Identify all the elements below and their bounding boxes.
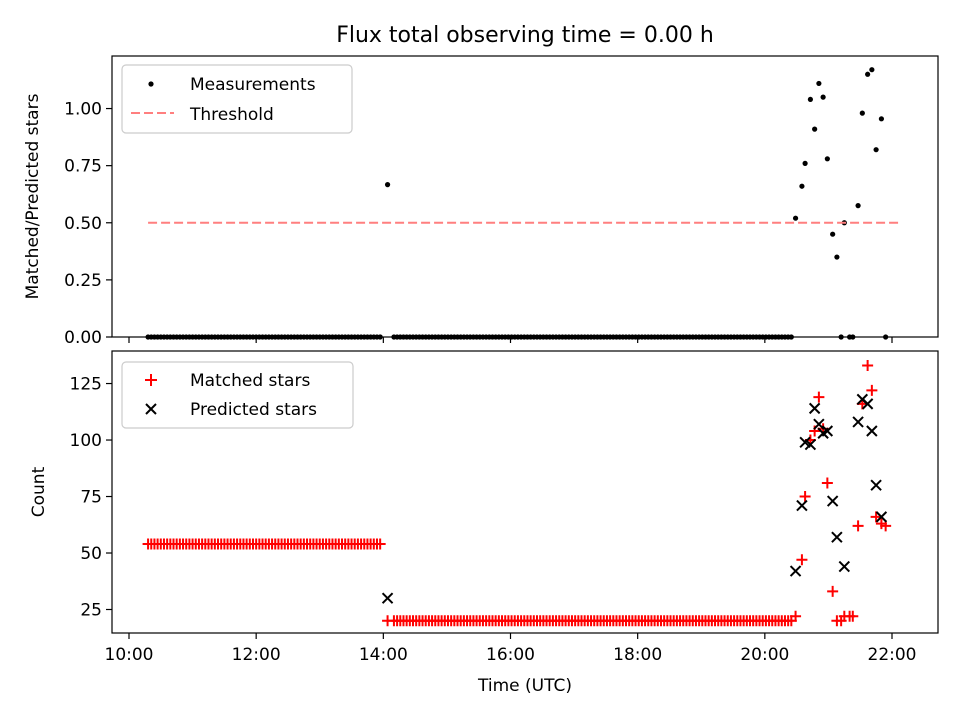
measurements-point — [859, 110, 865, 116]
bottom-x-axis: 10:00 12:00 14:00 16:00 18:00 20:00 22:00 — [105, 633, 917, 665]
predicted-stars-point — [866, 425, 878, 437]
x-tick-label: 22:00 — [868, 645, 917, 665]
bottom-y-axis-label: Count — [29, 466, 49, 517]
measurements-point — [869, 67, 875, 73]
bottom-y-tick-label: 25 — [80, 601, 102, 621]
measurements-point — [384, 182, 391, 188]
measurements-point — [878, 116, 885, 122]
top-y-tick-label: 0.50 — [64, 214, 102, 234]
top-axes-frame — [111, 55, 939, 338]
top-y-axis: 0.00 0.25 0.50 0.75 1.00 — [64, 100, 112, 348]
bottom-legend: Matched stars Predicted stars — [121, 361, 354, 429]
x-tick-label: 14:00 — [359, 645, 408, 665]
measurements-point — [807, 96, 814, 103]
matched-stars-point — [813, 391, 825, 403]
measurements-point — [802, 160, 808, 166]
measurements-point — [865, 71, 871, 77]
predicted-stars-point — [870, 479, 882, 491]
predicted-stars-point — [813, 418, 825, 430]
bottom-y-tick-label: 125 — [70, 375, 102, 395]
predicted-stars-point — [821, 425, 834, 437]
predicted-stars-point — [852, 416, 864, 428]
x-tick-label: 20:00 — [740, 645, 789, 665]
predicted-stars-point — [861, 398, 874, 410]
matched-stars-point — [799, 491, 811, 503]
measurements-point — [816, 80, 822, 87]
matched-stars-point — [374, 538, 386, 550]
bottom-legend-box — [121, 361, 354, 429]
top-y-tick-label: 0.25 — [64, 271, 102, 291]
measurements-point — [792, 215, 799, 221]
predicted-stars-point — [789, 565, 802, 577]
measurements-point — [799, 183, 805, 189]
predicted-stars-point — [826, 495, 839, 507]
top-legend-box — [121, 64, 353, 134]
bottom-plot-area — [142, 359, 892, 627]
bottom-panel: 25 50 75 100 125 10:00 12:00 14:00 16:00 18:00 20… — [29, 350, 939, 665]
chart-title: Flux total observing time = 0.00 h — [336, 23, 714, 48]
measurements-point — [834, 254, 840, 260]
matched-stars-point — [796, 554, 808, 566]
matched-stars-legend-marker — [145, 374, 157, 386]
predicted-stars-legend-marker — [145, 403, 157, 415]
measurements-point — [824, 156, 830, 162]
top-y-tick-label: 0.00 — [64, 328, 102, 348]
bottom-y-tick-label: 50 — [80, 544, 102, 564]
matched-stars-point — [847, 610, 859, 622]
threshold-legend-label: Threshold — [189, 105, 274, 125]
matched-stars-point — [870, 511, 882, 523]
bottom-y-axis: 25 50 75 100 125 — [70, 375, 112, 621]
x-tick-label: 12:00 — [232, 645, 281, 665]
bottom-y-tick-label: 100 — [70, 431, 102, 451]
measurements-legend-marker — [148, 81, 154, 87]
top-y-axis-label: Matched/Predicted stars — [23, 93, 43, 299]
matched-stars-point — [862, 359, 874, 371]
predicted-stars-point — [831, 531, 843, 543]
predicted-stars-legend-label: Predicted stars — [190, 400, 317, 420]
x-tick-label: 18:00 — [613, 645, 662, 665]
measurements-point — [830, 231, 836, 237]
x-tick-label: 10:00 — [105, 645, 154, 665]
predicted-stars-point — [796, 499, 808, 512]
top-y-tick-label: 1.00 — [64, 100, 102, 120]
predicted-stars-point — [838, 560, 851, 573]
x-axis-label: Time (UTC) — [477, 676, 572, 696]
top-y-tick-label: 0.75 — [64, 157, 102, 177]
top-panel: 0.00 0.25 0.50 0.75 1.00 Matched/Predicted s… — [23, 55, 939, 348]
x-tick-label: 16:00 — [486, 645, 535, 665]
matched-stars-point — [866, 384, 878, 396]
bottom-axes-frame — [111, 350, 939, 634]
predicted-stars-point — [875, 511, 888, 523]
predicted-stars-point — [808, 402, 821, 415]
top-legend: Measurements Threshold — [121, 64, 353, 134]
measurements-point — [812, 126, 818, 132]
measurements-point — [820, 94, 826, 100]
matched-stars-point — [852, 520, 864, 532]
measurements-point — [873, 147, 879, 153]
measurements-point — [855, 203, 861, 209]
bottom-y-tick-label: 75 — [80, 488, 102, 508]
predicted-stars-point — [381, 592, 394, 604]
measurements-legend-label: Measurements — [190, 75, 316, 95]
predicted-stars-point — [804, 438, 817, 451]
matched-stars-point — [827, 585, 839, 597]
matched-stars-point — [790, 610, 802, 622]
matched-stars-point — [821, 477, 833, 489]
matched-stars-legend-label: Matched stars — [190, 371, 310, 391]
